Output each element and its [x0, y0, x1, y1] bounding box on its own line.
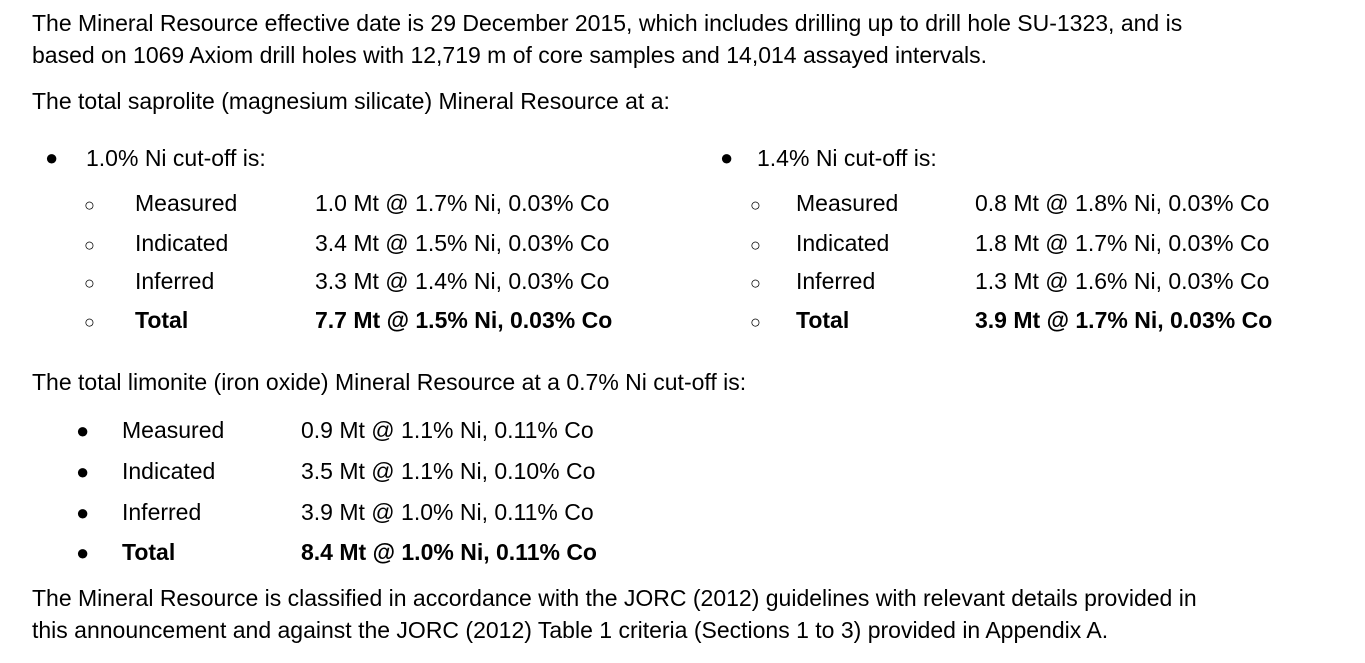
bullet-icon: ● — [76, 418, 90, 443]
bullet-icon: ● — [720, 145, 734, 170]
category-label: Measured — [122, 417, 225, 443]
resource-value: 3.3 Mt @ 1.4% Ni, 0.03% Co — [315, 268, 610, 294]
cutoff-label-2: 1.4% Ni cut-off is: — [757, 145, 937, 171]
bullet-icon: ● — [76, 540, 90, 565]
category-label: Indicated — [796, 230, 890, 256]
circle-bullet-icon: ○ — [750, 312, 761, 332]
resource-value: 0.8 Mt @ 1.8% Ni, 0.03% Co — [975, 190, 1270, 216]
circle-bullet-icon: ○ — [750, 235, 761, 255]
bullet-icon: ● — [76, 459, 90, 484]
category-label: Measured — [796, 190, 899, 216]
resource-value: 1.0 Mt @ 1.7% Ni, 0.03% Co — [315, 190, 610, 216]
circle-bullet-icon: ○ — [750, 273, 761, 293]
intro-line-2: based on 1069 Axiom drill holes with 12,… — [32, 42, 988, 68]
category-label: Inferred — [122, 499, 202, 525]
category-label: Inferred — [135, 268, 215, 294]
saprolite-heading: The total saprolite (magnesium silicate)… — [32, 88, 670, 114]
resource-value-total: 7.7 Mt @ 1.5% Ni, 0.03% Co — [315, 307, 613, 333]
circle-bullet-icon: ○ — [84, 312, 95, 332]
limonite-heading: The total limonite (iron oxide) Mineral … — [32, 369, 747, 395]
resource-value: 1.8 Mt @ 1.7% Ni, 0.03% Co — [975, 230, 1270, 256]
resource-value: 3.5 Mt @ 1.1% Ni, 0.10% Co — [301, 458, 596, 484]
category-label: Indicated — [135, 230, 229, 256]
category-label: Measured — [135, 190, 238, 216]
resource-value: 0.9 Mt @ 1.1% Ni, 0.11% Co — [301, 417, 594, 443]
intro-line-1: The Mineral Resource effective date is 2… — [32, 10, 1183, 36]
resource-value-total: 3.9 Mt @ 1.7% Ni, 0.03% Co — [975, 307, 1273, 333]
category-label-total: Total — [135, 307, 189, 333]
category-label-total: Total — [122, 539, 176, 565]
circle-bullet-icon: ○ — [84, 195, 95, 215]
category-label-total: Total — [796, 307, 850, 333]
closing-line-1: The Mineral Resource is classified in ac… — [32, 585, 1197, 611]
resource-value-total: 8.4 Mt @ 1.0% Ni, 0.11% Co — [301, 539, 597, 565]
category-label: Inferred — [796, 268, 876, 294]
bullet-icon: ● — [45, 145, 59, 170]
cutoff-label-1: 1.0% Ni cut-off is: — [86, 145, 266, 171]
category-label: Indicated — [122, 458, 216, 484]
circle-bullet-icon: ○ — [84, 273, 95, 293]
circle-bullet-icon: ○ — [750, 195, 761, 215]
resource-value: 1.3 Mt @ 1.6% Ni, 0.03% Co — [975, 268, 1270, 294]
bullet-icon: ● — [76, 500, 90, 525]
closing-line-2: this announcement and against the JORC (… — [32, 617, 1109, 643]
resource-value: 3.4 Mt @ 1.5% Ni, 0.03% Co — [315, 230, 610, 256]
circle-bullet-icon: ○ — [84, 235, 95, 255]
resource-value: 3.9 Mt @ 1.0% Ni, 0.11% Co — [301, 499, 594, 525]
